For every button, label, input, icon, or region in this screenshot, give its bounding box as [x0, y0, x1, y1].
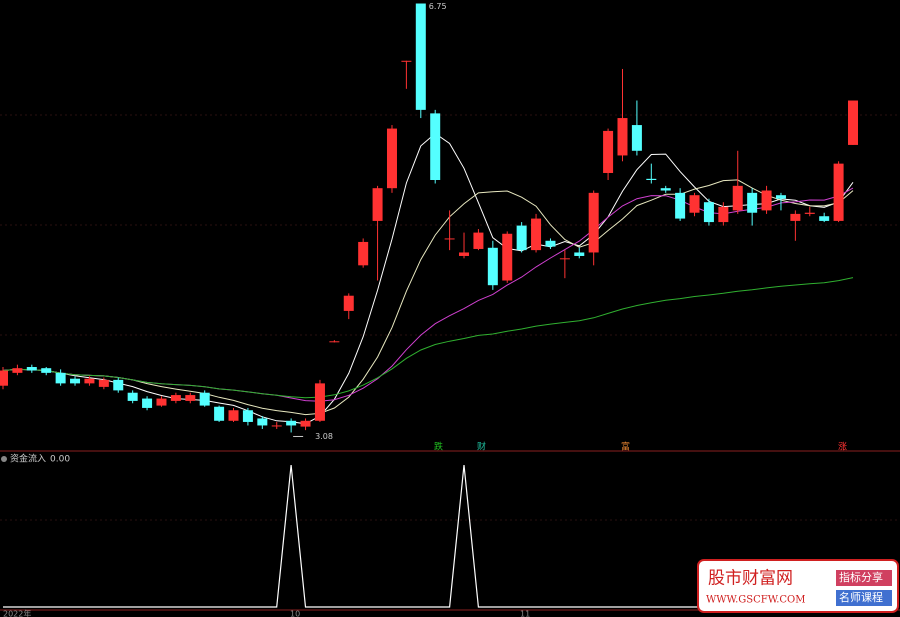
candle-body	[26, 367, 37, 371]
candle-body	[747, 192, 758, 213]
signal: 跌	[434, 442, 443, 453]
candle-body	[545, 240, 556, 247]
candle-body	[358, 241, 369, 266]
candle-body	[300, 420, 311, 427]
watermark-title: 股市财富网	[708, 569, 793, 589]
tag-box	[836, 570, 892, 586]
candle-body	[372, 188, 383, 221]
candle-body	[41, 368, 52, 373]
moving-average	[2, 132, 854, 425]
candle-body	[775, 195, 786, 199]
candle-body	[588, 192, 599, 253]
candle-body	[819, 216, 830, 221]
candle-body	[732, 185, 743, 211]
candle-body	[401, 60, 412, 62]
candle-body	[228, 410, 239, 421]
x-label: 11	[520, 610, 530, 617]
candle-body	[415, 3, 426, 110]
candle-body	[127, 392, 138, 401]
candle-body	[487, 247, 498, 286]
candle-body	[718, 206, 729, 223]
x-label: 10	[290, 610, 300, 617]
candle-body	[617, 118, 628, 156]
low-label: 3.08	[315, 432, 333, 441]
indicator-icon	[1, 456, 7, 462]
candle-body	[242, 410, 253, 422]
candle-body	[675, 192, 686, 219]
candle-body	[660, 188, 671, 191]
candle-body	[286, 420, 297, 426]
watermark-url: WWW.GSCFW.COM	[706, 595, 806, 606]
candle-body	[502, 233, 513, 281]
candle-body	[156, 398, 167, 406]
candle-body	[848, 100, 858, 145]
candle-body	[271, 425, 282, 427]
indicator-name: 资金流入	[10, 453, 46, 465]
moving-average	[2, 277, 854, 399]
high-label: 6.75	[429, 2, 447, 11]
candle-body	[531, 218, 542, 251]
candle-body	[444, 238, 455, 240]
signal: 涨	[838, 442, 847, 453]
candle-body	[833, 163, 844, 221]
candle-body	[214, 406, 225, 421]
candle-body	[459, 252, 470, 256]
candle-body	[170, 395, 181, 401]
candle-body	[0, 370, 8, 386]
candle-body	[703, 202, 714, 223]
candle-body	[84, 378, 95, 384]
candle-body	[113, 379, 124, 391]
candle-body	[343, 295, 354, 311]
candle-body	[314, 383, 325, 421]
candle-body	[430, 113, 441, 180]
x-label: 2022年	[3, 609, 31, 617]
signal: 富	[621, 441, 630, 453]
candle-body	[70, 378, 81, 384]
signal: 财	[477, 441, 486, 453]
candle-body	[689, 195, 700, 213]
candle-body	[185, 395, 196, 401]
watermark-tag: 指标分享	[839, 570, 883, 584]
candle-body	[516, 225, 527, 251]
candle-body	[804, 212, 815, 214]
tag-box	[836, 590, 892, 606]
candle-body	[12, 368, 23, 373]
candle-body	[559, 258, 570, 260]
watermark: 股市财富网 WWW.GSCFW.COM 指标分享 名师课程	[697, 559, 899, 613]
candle-body	[646, 178, 657, 180]
candle-body	[257, 418, 268, 426]
plot: 6.75 3.08	[0, 2, 858, 608]
candle-body	[55, 372, 66, 384]
candle-body	[199, 392, 210, 406]
candle-body	[142, 398, 153, 408]
indicator-value: 0.00	[50, 455, 70, 465]
candle-body	[761, 190, 772, 211]
candle-body	[574, 252, 585, 256]
candle-body	[790, 213, 801, 221]
candle-body	[386, 128, 397, 189]
moving-average	[2, 179, 854, 416]
candle-body	[473, 232, 484, 249]
candle-body	[98, 379, 109, 387]
candle-body	[329, 341, 340, 343]
candle-body	[603, 130, 614, 173]
candle-body	[631, 125, 642, 151]
watermark-tag: 名师课程	[839, 590, 883, 604]
